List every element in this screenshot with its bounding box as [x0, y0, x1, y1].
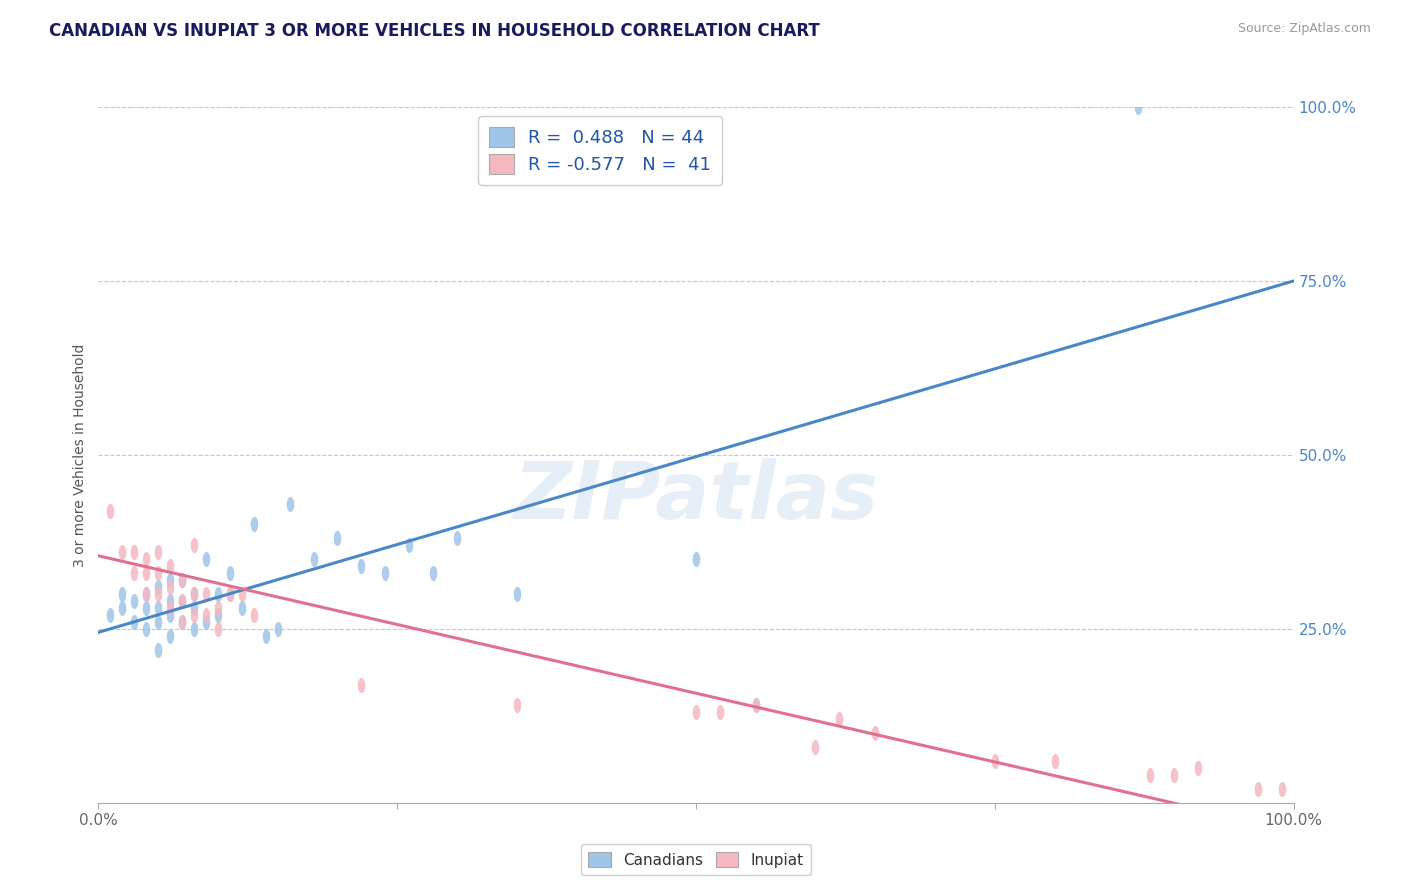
Point: [172, 594, 194, 608]
Point: [1271, 781, 1294, 796]
Point: [135, 601, 157, 615]
Text: ZIPatlas: ZIPatlas: [513, 458, 879, 536]
Point: [685, 706, 707, 720]
Point: [1246, 781, 1268, 796]
Point: [207, 622, 229, 636]
Point: [863, 726, 886, 740]
Point: [124, 594, 146, 608]
Point: [685, 552, 707, 566]
Point: [506, 587, 529, 601]
Point: [135, 552, 157, 566]
Point: [148, 615, 170, 629]
Point: [207, 587, 229, 601]
Point: [159, 573, 181, 587]
Point: [1187, 761, 1209, 775]
Point: [172, 573, 194, 587]
Point: [219, 566, 242, 581]
Point: [745, 698, 768, 713]
Text: Source: ZipAtlas.com: Source: ZipAtlas.com: [1237, 22, 1371, 36]
Point: [207, 607, 229, 622]
Text: CANADIAN VS INUPIAT 3 OR MORE VEHICLES IN HOUSEHOLD CORRELATION CHART: CANADIAN VS INUPIAT 3 OR MORE VEHICLES I…: [49, 22, 820, 40]
Point: [172, 594, 194, 608]
Point: [231, 601, 253, 615]
Point: [159, 580, 181, 594]
Point: [1163, 768, 1185, 782]
Point: [1128, 100, 1150, 114]
Point: [124, 566, 146, 581]
Point: [219, 587, 242, 601]
Point: [135, 587, 157, 601]
Point: [159, 601, 181, 615]
Point: [194, 587, 217, 601]
Point: [207, 601, 229, 615]
Point: [111, 587, 134, 601]
Point: [98, 503, 122, 517]
Point: [159, 559, 181, 574]
Point: [1043, 754, 1066, 768]
Point: [350, 677, 373, 691]
Point: [219, 587, 242, 601]
Point: [278, 497, 301, 511]
Point: [374, 566, 396, 581]
Legend: Canadians, Inupiat: Canadians, Inupiat: [581, 844, 811, 875]
Point: [422, 566, 444, 581]
Point: [124, 615, 146, 629]
Point: [302, 552, 325, 566]
Point: [183, 587, 205, 601]
Point: [828, 712, 851, 726]
Point: [254, 629, 277, 643]
Point: [159, 594, 181, 608]
Point: [1139, 768, 1161, 782]
Point: [148, 642, 170, 657]
Point: [159, 629, 181, 643]
Y-axis label: 3 or more Vehicles in Household: 3 or more Vehicles in Household: [73, 343, 87, 566]
Point: [172, 573, 194, 587]
Point: [243, 607, 266, 622]
Point: [243, 517, 266, 532]
Point: [183, 587, 205, 601]
Point: [183, 622, 205, 636]
Point: [231, 587, 253, 601]
Point: [148, 580, 170, 594]
Point: [148, 566, 170, 581]
Point: [350, 559, 373, 574]
Point: [267, 622, 290, 636]
Point: [135, 622, 157, 636]
Point: [183, 607, 205, 622]
Point: [98, 607, 122, 622]
Point: [194, 607, 217, 622]
Point: [135, 566, 157, 581]
Point: [148, 545, 170, 559]
Point: [124, 545, 146, 559]
Point: [194, 552, 217, 566]
Point: [172, 615, 194, 629]
Point: [172, 615, 194, 629]
Point: [745, 698, 768, 713]
Point: [446, 532, 468, 546]
Point: [326, 532, 349, 546]
Point: [398, 538, 420, 552]
Point: [111, 545, 134, 559]
Point: [709, 706, 731, 720]
Point: [194, 615, 217, 629]
Point: [111, 601, 134, 615]
Point: [183, 601, 205, 615]
Point: [159, 607, 181, 622]
Point: [148, 601, 170, 615]
Point: [983, 754, 1005, 768]
Point: [148, 587, 170, 601]
Point: [804, 740, 827, 755]
Point: [183, 538, 205, 552]
Point: [506, 698, 529, 713]
Point: [135, 587, 157, 601]
